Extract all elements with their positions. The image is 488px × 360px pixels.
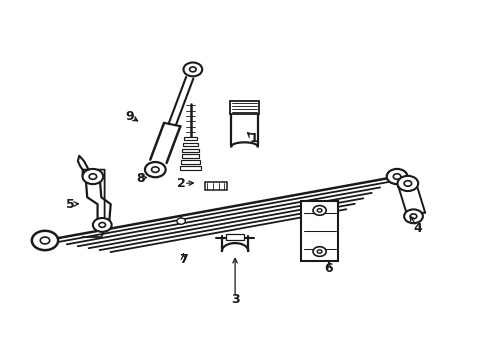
- Circle shape: [317, 250, 321, 253]
- Circle shape: [317, 209, 321, 212]
- Circle shape: [403, 181, 411, 186]
- Circle shape: [89, 174, 97, 179]
- Circle shape: [392, 174, 400, 179]
- Bar: [300, 201, 338, 261]
- Bar: [225, 234, 244, 240]
- Text: 4: 4: [413, 222, 422, 235]
- Circle shape: [151, 167, 159, 172]
- Text: 9: 9: [125, 109, 134, 122]
- Circle shape: [312, 206, 325, 215]
- Circle shape: [32, 231, 58, 250]
- Text: 3: 3: [230, 293, 239, 306]
- Text: 6: 6: [324, 262, 333, 275]
- Circle shape: [189, 67, 196, 72]
- Circle shape: [177, 218, 185, 224]
- Polygon shape: [398, 187, 425, 213]
- Circle shape: [409, 214, 416, 219]
- Circle shape: [93, 218, 111, 232]
- Bar: [180, 166, 201, 170]
- Text: 8: 8: [136, 172, 144, 185]
- Polygon shape: [82, 170, 104, 237]
- Text: 1: 1: [249, 132, 258, 145]
- Bar: [204, 182, 226, 190]
- Bar: [230, 100, 258, 114]
- Circle shape: [40, 237, 50, 244]
- Circle shape: [82, 169, 103, 184]
- Bar: [182, 154, 199, 158]
- Bar: [181, 160, 200, 164]
- Bar: [182, 149, 198, 152]
- Circle shape: [403, 210, 422, 223]
- Bar: [183, 143, 198, 146]
- Circle shape: [183, 63, 202, 76]
- Circle shape: [144, 162, 165, 177]
- Circle shape: [386, 169, 407, 184]
- Text: 5: 5: [66, 198, 75, 211]
- Circle shape: [312, 247, 325, 256]
- Text: 7: 7: [179, 253, 187, 266]
- Circle shape: [397, 176, 417, 191]
- Bar: [183, 137, 197, 140]
- Circle shape: [99, 222, 105, 228]
- Text: 2: 2: [176, 177, 185, 190]
